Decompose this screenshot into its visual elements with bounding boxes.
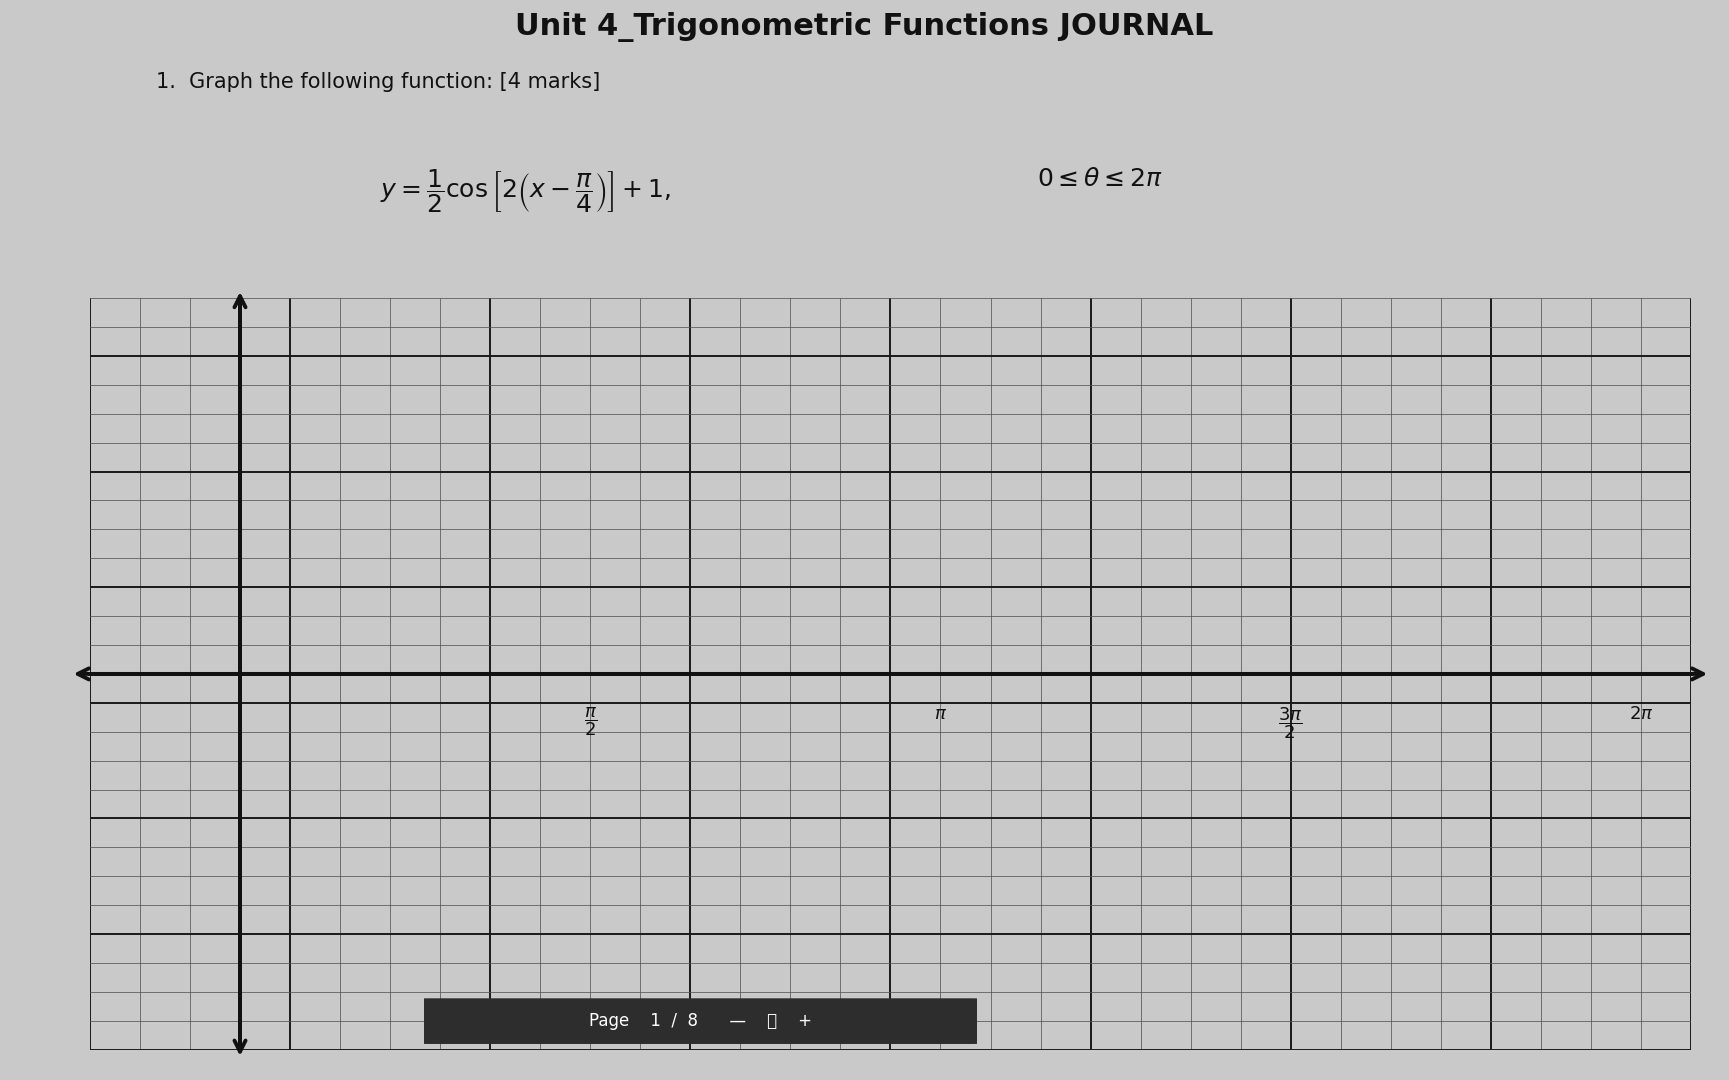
Text: $\dfrac{\pi}{2}$: $\dfrac{\pi}{2}$ — [583, 705, 597, 738]
Text: 1.  Graph the following function: [4 marks]: 1. Graph the following function: [4 mark… — [156, 71, 600, 92]
Text: $2\pi$: $2\pi$ — [1629, 705, 1653, 724]
FancyBboxPatch shape — [418, 998, 982, 1044]
Text: $y = \dfrac{1}{2}\cos\left[2\left(x - \dfrac{\pi}{4}\right)\right] + 1,$: $y = \dfrac{1}{2}\cos\left[2\left(x - \d… — [380, 167, 671, 215]
Text: $0 \leq \theta \leq 2\pi$: $0 \leq \theta \leq 2\pi$ — [1037, 167, 1164, 191]
Text: Page    1  /  8      —    🔍    +: Page 1 / 8 — 🔍 + — [590, 1012, 811, 1030]
Text: Unit 4_Trigonometric Functions JOURNAL: Unit 4_Trigonometric Functions JOURNAL — [515, 12, 1214, 42]
Text: $\dfrac{3\pi}{2}$: $\dfrac{3\pi}{2}$ — [1278, 705, 1304, 741]
Text: $\pi$: $\pi$ — [934, 705, 947, 724]
